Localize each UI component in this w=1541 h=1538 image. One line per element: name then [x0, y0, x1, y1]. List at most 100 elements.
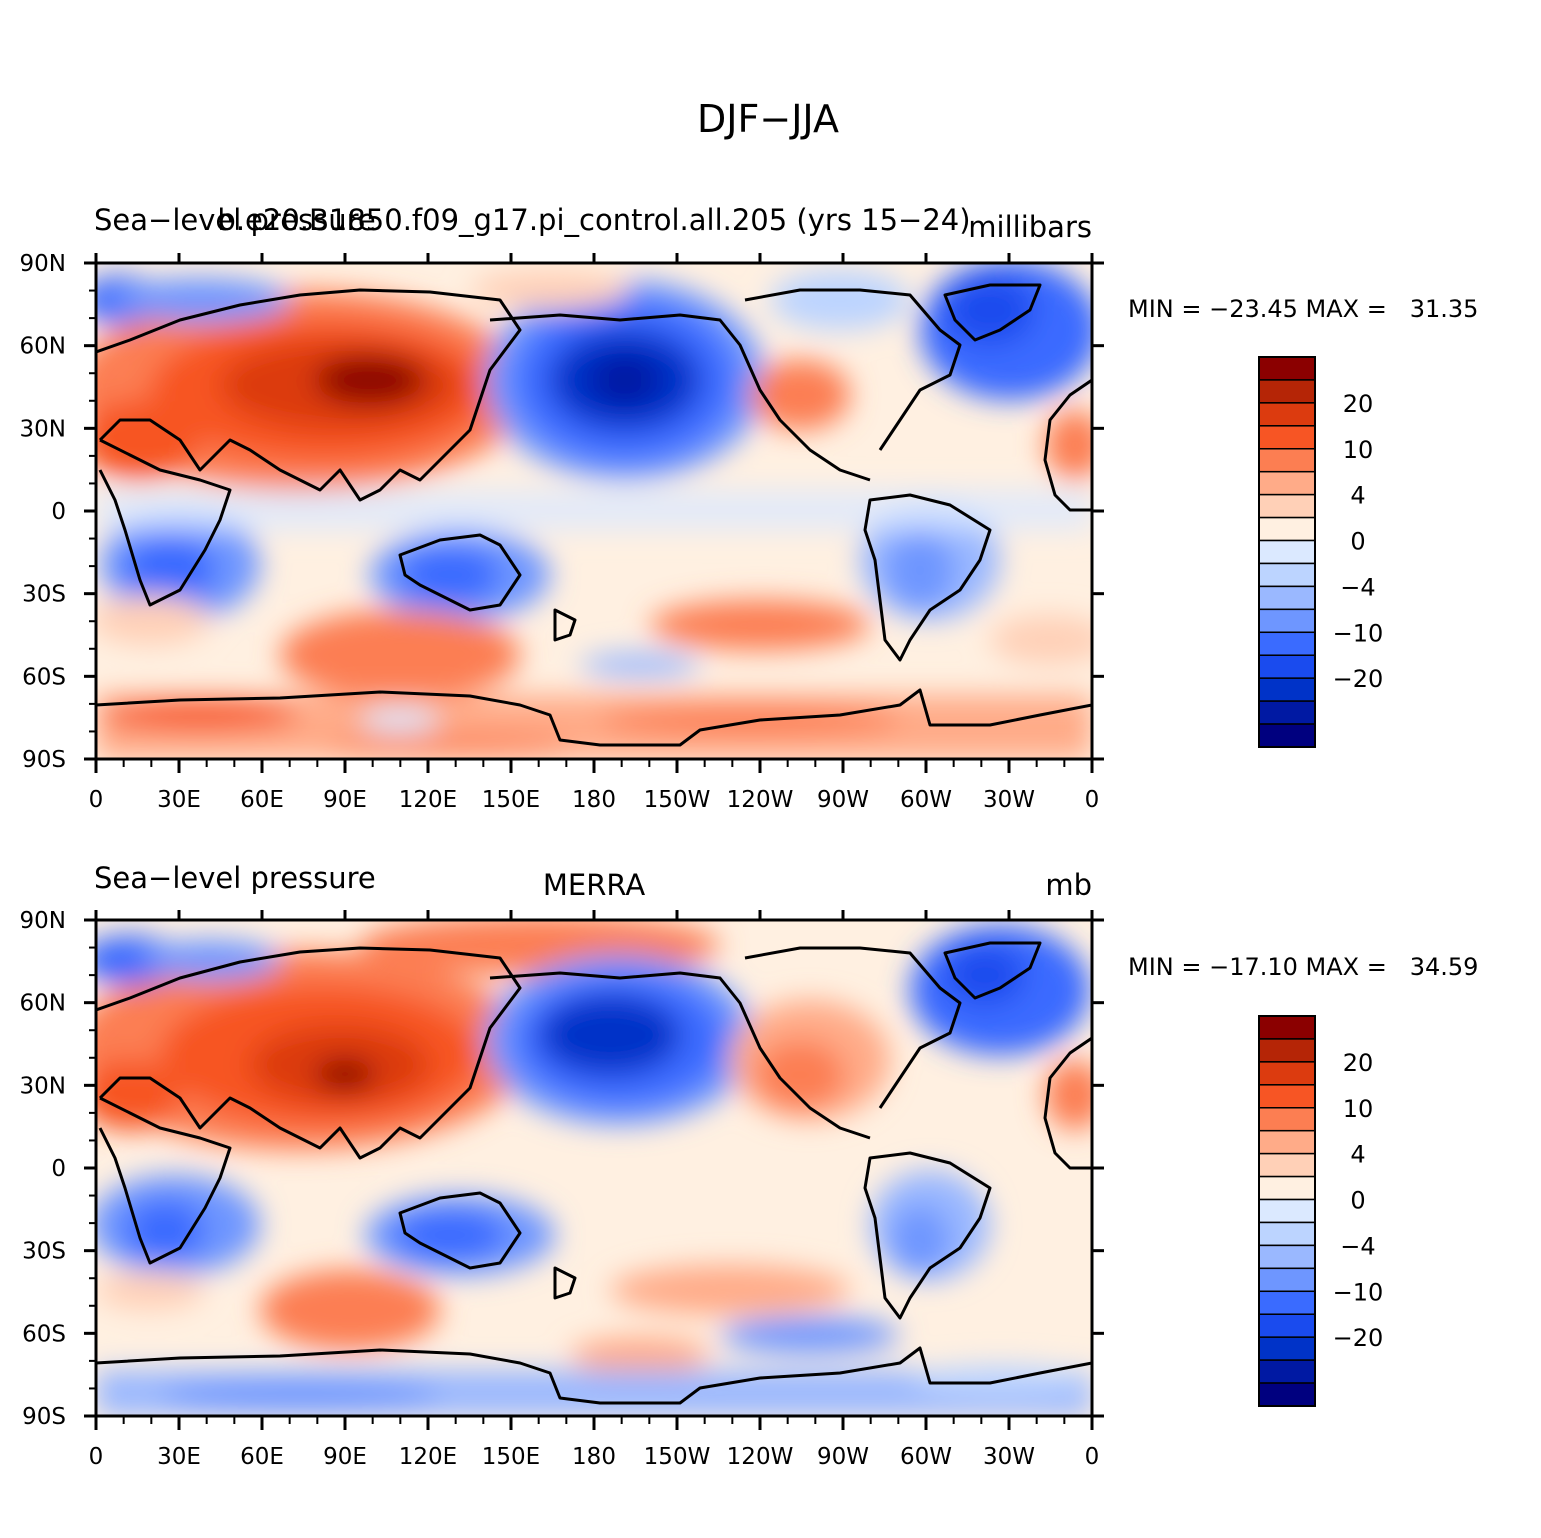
x-tick-label: 120E — [399, 787, 457, 813]
panel-1-left-label: Sea−level pressure — [94, 203, 376, 237]
x-tick-label: 120W — [727, 787, 794, 813]
colorbar-swatch — [1258, 356, 1316, 381]
panel-1-right-label: millibars — [968, 210, 1092, 244]
colorbar-label: 10 — [1343, 436, 1374, 464]
panel-1-colorbar: 20 10 4 0 −4 −10 −20 — [1258, 356, 1384, 748]
x-tick-label: 120E — [399, 1444, 457, 1470]
panel-1-axes: 0 30E 60E 90E 120E 150E 180 150W 120W 90W 60W 30W 09… — [20, 251, 1104, 813]
x-tick-label: 30W — [983, 787, 1035, 813]
x-tick-label: 150W — [644, 1444, 711, 1470]
colorbar-swatch — [1258, 1244, 1316, 1270]
colorbar-label: 0 — [1350, 1187, 1365, 1215]
y-tick-label: 90N — [20, 251, 66, 277]
panel-2-stats: MIN = −17.10 MAX = 34.59 — [1128, 953, 1478, 981]
y-tick-label: 90N — [20, 908, 66, 934]
panel-model: Sea−level pressure b.e20.B1850.f09_g17.p… — [20, 203, 1479, 813]
x-tick-label: 0 — [1085, 787, 1100, 813]
x-tick-label: 90W — [817, 1444, 869, 1470]
colorbar-swatch — [1258, 1198, 1316, 1224]
panel-2-colorbar: 20 10 4 0 −4 −10 −20 — [1258, 1015, 1384, 1407]
colorbar-swatch — [1258, 654, 1316, 679]
colorbar-swatch — [1258, 1107, 1316, 1132]
y-tick-label: 60N — [20, 991, 66, 1017]
x-tick-label: 150W — [644, 787, 711, 813]
x-tick-label: 30E — [157, 787, 201, 813]
y-tick-label: 60S — [22, 664, 66, 690]
panel-1-stats: MIN = −23.45 MAX = 31.35 — [1128, 295, 1478, 323]
colorbar-swatch — [1258, 1290, 1316, 1315]
x-tick-label: 0 — [89, 787, 104, 813]
panel-2-map — [96, 920, 1092, 1416]
colorbar-label: −10 — [1333, 619, 1384, 647]
x-tick-label: 30W — [983, 1444, 1035, 1470]
colorbar-swatch — [1258, 585, 1316, 611]
y-tick-label: 30N — [20, 416, 66, 442]
colorbar-swatch — [1258, 470, 1316, 496]
colorbar-swatch — [1258, 631, 1316, 656]
colorbar-swatch — [1258, 1221, 1316, 1247]
colorbar-swatch — [1258, 379, 1316, 404]
y-tick-label: 0 — [51, 1156, 66, 1182]
x-tick-label: 150E — [482, 787, 540, 813]
colorbar-swatch — [1258, 1015, 1316, 1040]
colorbar-swatch — [1258, 516, 1316, 542]
colorbar-swatch — [1258, 677, 1316, 702]
y-tick-label: 0 — [51, 499, 66, 525]
x-tick-label: 60E — [240, 787, 284, 813]
panel-2-center-label: MERRA — [543, 868, 645, 902]
colorbar-swatch — [1258, 1084, 1316, 1109]
x-tick-label: 60W — [900, 787, 952, 813]
colorbar-frame — [1258, 356, 1316, 748]
x-tick-label: 0 — [89, 1444, 104, 1470]
panel-2-right-label: mb — [1045, 868, 1092, 902]
colorbar-swatch — [1258, 1129, 1316, 1155]
y-tick-label: 90S — [22, 747, 66, 773]
x-tick-label: 60E — [240, 1444, 284, 1470]
y-tick-label: 90S — [22, 1404, 66, 1430]
y-tick-label: 60S — [22, 1321, 66, 1347]
colorbar-swatch — [1258, 1336, 1316, 1361]
colorbar-label: −20 — [1333, 1324, 1384, 1352]
y-tick-label: 30N — [20, 1073, 66, 1099]
x-tick-label: 0 — [1085, 1444, 1100, 1470]
x-tick-label: 90E — [323, 1444, 367, 1470]
colorbar-swatch — [1258, 1313, 1316, 1338]
x-tick-label: 90E — [323, 787, 367, 813]
x-tick-label: 180 — [572, 1444, 616, 1470]
colorbar-swatch — [1258, 493, 1316, 519]
colorbar-swatch — [1258, 1267, 1316, 1293]
colorbar-swatch — [1258, 1061, 1316, 1086]
colorbar-swatch — [1258, 700, 1316, 725]
figure-title: DJF−JJA — [697, 97, 839, 141]
colorbar-label: 20 — [1343, 1049, 1374, 1077]
colorbar-swatch — [1258, 1152, 1316, 1178]
x-tick-label: 120W — [727, 1444, 794, 1470]
x-tick-label: 60W — [900, 1444, 952, 1470]
colorbar-swatch — [1258, 1359, 1316, 1384]
colorbar-label: 10 — [1343, 1095, 1374, 1123]
colorbar-label: −10 — [1333, 1278, 1384, 1306]
colorbar-label: −20 — [1333, 665, 1384, 693]
colorbar-swatch — [1258, 1175, 1316, 1201]
colorbar-label: 4 — [1350, 1141, 1365, 1169]
colorbar-label: −4 — [1340, 573, 1375, 601]
panel-1-center-label: b.e20.B1850.f09_g17.pi_control.all.205 (… — [217, 203, 970, 237]
panel-merra: Sea−level pressure MERRA mb — [20, 861, 1479, 1470]
panel-2-axes: 0 30E 60E 90E 120E 150E 180 150W 120W 90W 60W 30W 09… — [20, 908, 1104, 1470]
panel-1-map — [96, 263, 1092, 759]
x-tick-label: 150E — [482, 1444, 540, 1470]
y-tick-label: 30S — [22, 582, 66, 608]
x-tick-label: 30E — [157, 1444, 201, 1470]
colorbar-swatch — [1258, 1038, 1316, 1063]
x-tick-label: 90W — [817, 787, 869, 813]
colorbar-swatch — [1258, 539, 1316, 565]
colorbar-swatch — [1258, 723, 1316, 748]
panel-2-left-label: Sea−level pressure — [94, 861, 376, 895]
colorbar-frame — [1258, 1015, 1316, 1407]
colorbar-swatch — [1258, 608, 1316, 634]
x-tick-label: 180 — [572, 787, 616, 813]
colorbar-swatch — [1258, 402, 1316, 427]
colorbar-swatch — [1258, 425, 1316, 450]
colorbar-swatch — [1258, 1382, 1316, 1407]
